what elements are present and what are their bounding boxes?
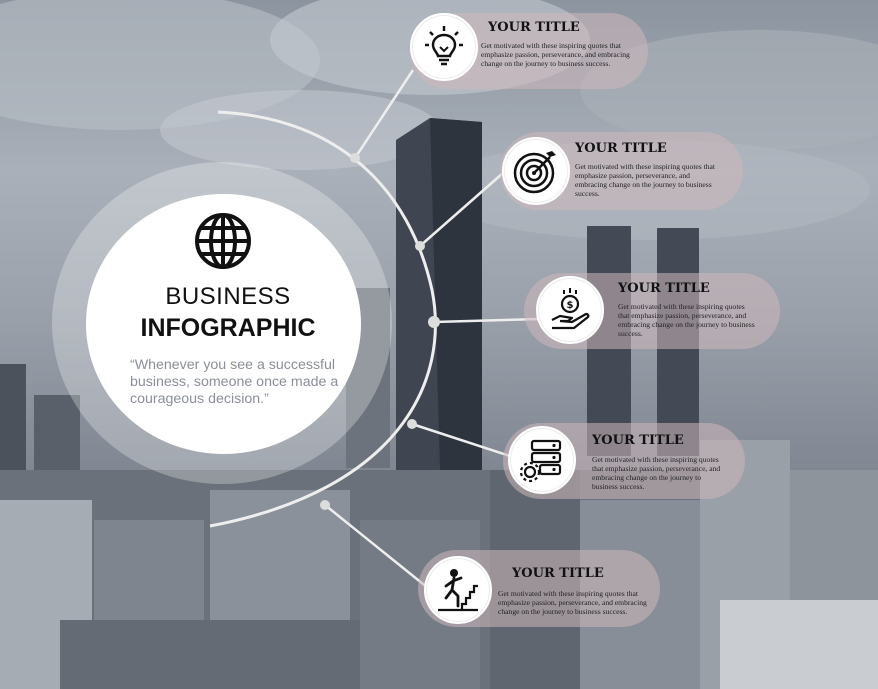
info-card-5-text: Get motivated with these inspiring quote…: [498, 589, 647, 616]
main-quote: “Whenever you see a successful business,…: [130, 357, 339, 407]
info-card-1-title: YOUR TITLE: [488, 20, 580, 35]
globe-icon: [195, 213, 251, 269]
lightbulb-icon: [425, 26, 463, 66]
info-card-1-text: Get motivated with these inspiring quote…: [481, 41, 630, 68]
main-title-line2: INFOGRAPHIC: [140, 314, 316, 342]
info-card-5-icon-circle: [424, 556, 492, 624]
info-card-4-text: Get motivated with these inspiring quote…: [592, 455, 721, 491]
info-card-4-title: YOUR TITLE: [592, 433, 684, 448]
info-card-5-title: YOUR TITLE: [512, 566, 604, 581]
target-icon: [513, 151, 556, 194]
info-card-3-icon-circle: $: [536, 276, 604, 344]
info-card-3-text: Get motivated with these inspiring quote…: [618, 302, 755, 338]
info-card-4-icon-circle: [508, 426, 576, 494]
money-hand-icon: $: [551, 288, 590, 330]
info-card-3-title: YOUR TITLE: [618, 281, 710, 296]
main-title-line1: BUSINESS: [165, 283, 291, 310]
svg-text:$: $: [567, 300, 574, 311]
climbing-person-icon: [438, 569, 478, 612]
info-card-2-title: YOUR TITLE: [575, 141, 667, 156]
server-gear-icon: [519, 439, 562, 483]
info-card-2-icon-circle: [502, 137, 570, 205]
info-card-1-icon-circle: [410, 13, 478, 81]
info-card-2-text: Get motivated with these inspiring quote…: [575, 162, 716, 198]
